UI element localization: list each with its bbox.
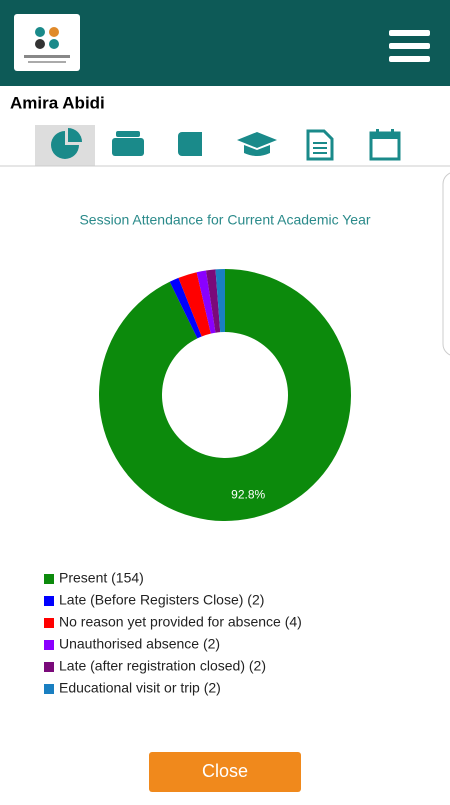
legend-label: Late (after registration closed) (2) (59, 658, 266, 674)
legend-swatch (44, 662, 54, 672)
slice-label: 92.8% (231, 488, 265, 502)
user-name: Amira Abidi (10, 93, 105, 112)
donut-slice (178, 272, 211, 337)
legend-swatch (44, 684, 54, 694)
legend-swatch (44, 618, 54, 628)
donut-slice (98, 269, 351, 522)
donut-slice (196, 270, 216, 334)
legend-label: Present (154) (59, 570, 144, 586)
menu-button[interactable] (389, 30, 430, 62)
logo[interactable] (14, 14, 80, 71)
donut-slice (215, 269, 225, 333)
legend-label: Late (Before Registers Close) (2) (59, 592, 264, 608)
tab-icons[interactable] (51, 128, 401, 161)
legend-swatch (44, 596, 54, 606)
chart-title: Session Attendance for Current Academic … (79, 212, 370, 228)
legend-swatch (44, 640, 54, 650)
legend-label: Unauthorised absence (2) (59, 636, 220, 652)
close-button[interactable]: Close (149, 752, 301, 792)
legend-label: Educational visit or trip (2) (59, 680, 221, 696)
legend-label: No reason yet provided for absence (4) (59, 614, 302, 630)
side-panel-edge (442, 172, 450, 356)
donut-slice (169, 277, 202, 339)
legend-swatch (44, 574, 54, 584)
donut-slice (205, 269, 221, 333)
close-label[interactable]: Close (202, 761, 248, 781)
